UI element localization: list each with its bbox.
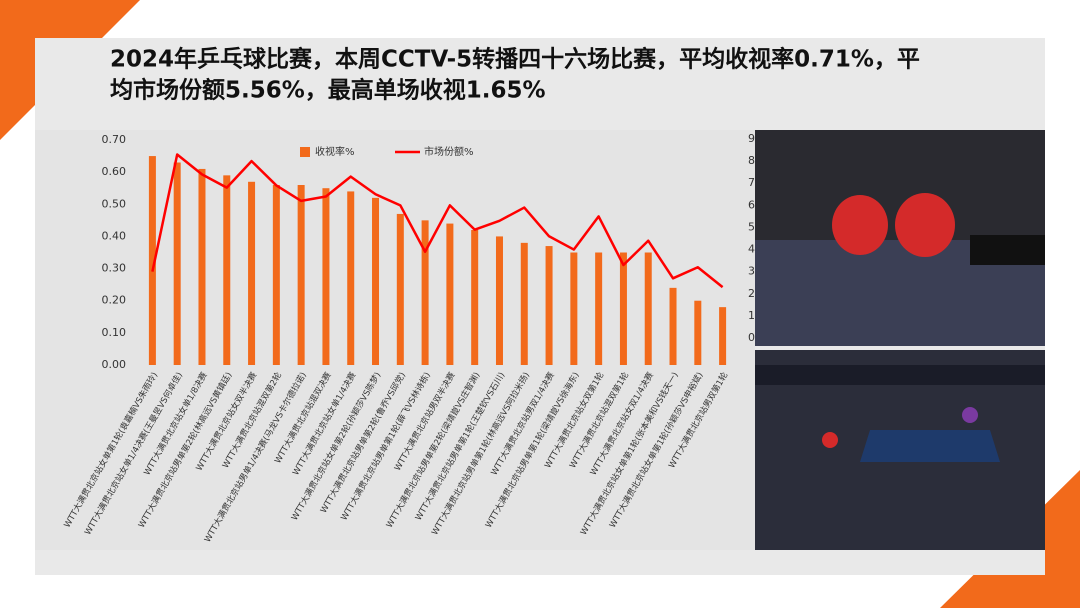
chart-title: 2024年乒乓球比赛，本周CCTV-5转播四十六场比赛，平均收视率0.71%，平 <box>110 46 920 73</box>
y2-tick-label: 1 <box>748 309 755 322</box>
bar <box>223 175 231 365</box>
bar <box>148 156 156 365</box>
photo-player <box>822 432 838 448</box>
y2-tick-label: 3 <box>748 265 755 278</box>
bar <box>173 162 181 365</box>
bar <box>719 307 727 365</box>
line <box>151 153 724 289</box>
y-tick-label: 0.40 <box>102 229 127 242</box>
bar <box>297 185 305 365</box>
bar <box>446 223 454 365</box>
y2-tick-label: 4 <box>748 243 755 256</box>
bar <box>619 252 627 365</box>
bar <box>669 287 677 365</box>
y2-tick-label: 2 <box>748 287 755 300</box>
bar <box>545 246 553 365</box>
chart-subtitle: 均市场份额5.56%，最高单场收视1.65% <box>110 77 546 104</box>
y2-tick-label: 5 <box>748 220 755 233</box>
photo-player <box>895 193 955 257</box>
y-tick-label: 0.60 <box>102 165 127 178</box>
photo-table <box>860 430 1000 462</box>
y2-tick-label: 0 <box>748 331 755 344</box>
y-tick-label: 0.50 <box>102 197 127 210</box>
bar <box>495 236 503 365</box>
y2-tick-label: 9 <box>748 132 755 145</box>
bar <box>372 197 380 365</box>
photo-table <box>970 235 1045 265</box>
bar <box>520 242 528 365</box>
bar <box>272 185 280 365</box>
photo <box>755 130 1045 550</box>
photo-player <box>962 407 978 423</box>
legend-label: 收视率% <box>315 145 355 158</box>
bar <box>471 230 479 365</box>
bar <box>322 188 330 365</box>
y2-tick-label: 7 <box>748 176 755 189</box>
bar <box>248 181 256 365</box>
bar <box>421 220 429 365</box>
bar <box>694 300 702 365</box>
photo-banner <box>755 365 1045 385</box>
legend-label: 市场份额% <box>424 145 474 158</box>
bar <box>396 213 404 365</box>
y2-tick-label: 8 <box>748 154 755 167</box>
y-tick-label: 0.30 <box>102 262 127 275</box>
y-tick-label: 0.10 <box>102 326 127 339</box>
y-tick-label: 0.20 <box>102 294 127 307</box>
bar <box>570 252 578 365</box>
y2-tick-label: 6 <box>748 198 755 211</box>
bar <box>198 168 206 365</box>
legend-swatch <box>300 147 310 157</box>
y-tick-label: 0.00 <box>102 358 127 371</box>
bar <box>347 191 355 365</box>
y-tick-label: 0.70 <box>102 133 127 146</box>
bar <box>644 252 652 365</box>
photo-player <box>832 195 888 255</box>
bar <box>595 252 603 365</box>
